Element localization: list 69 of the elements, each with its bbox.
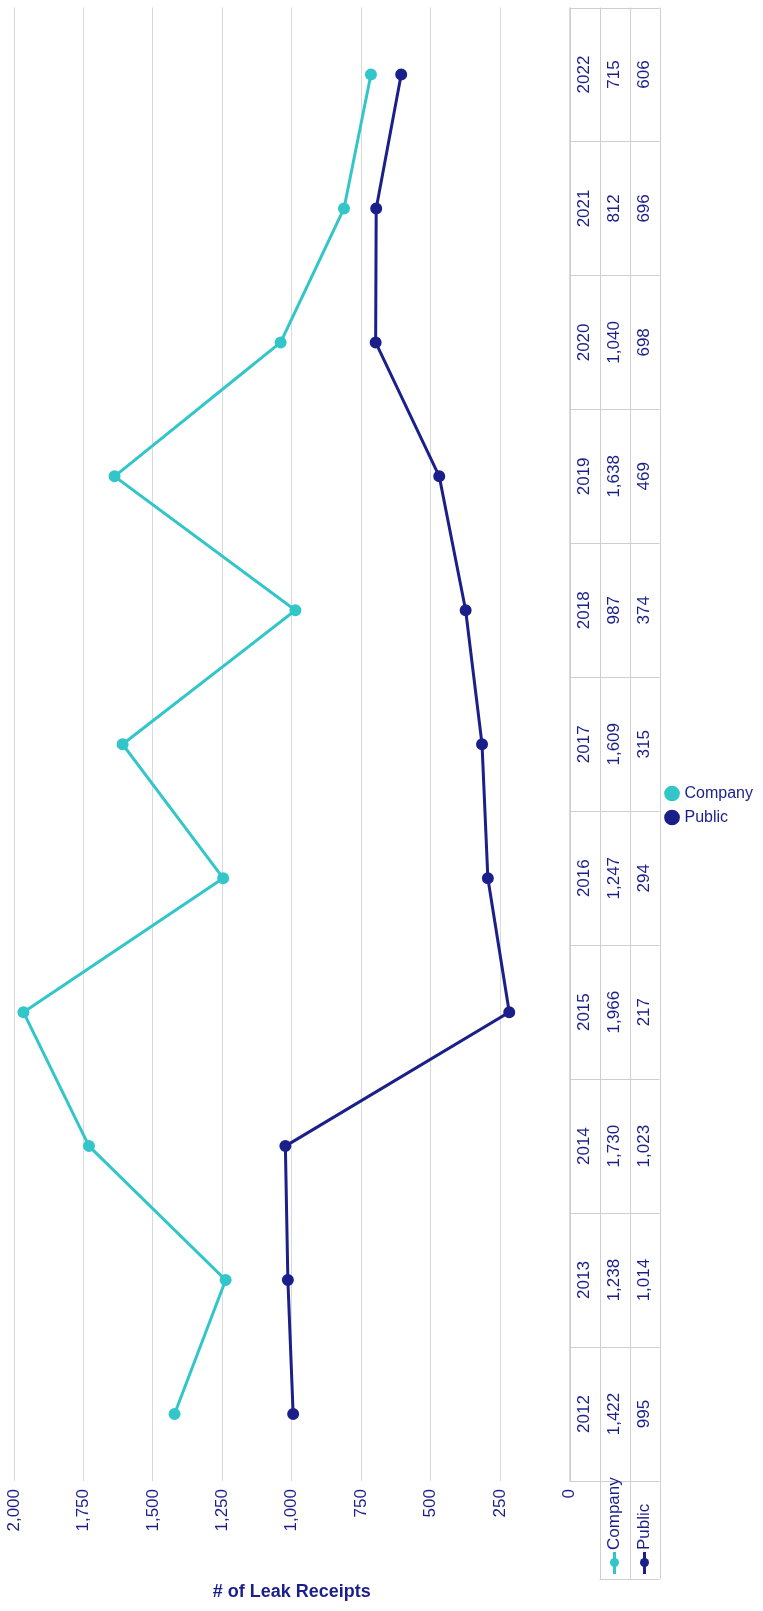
y-tick-label: 2017 xyxy=(574,725,594,764)
text: Public xyxy=(634,1503,654,1550)
point xyxy=(289,604,302,617)
point xyxy=(287,1408,300,1421)
data-label: 1,730 xyxy=(604,1124,624,1168)
point xyxy=(168,1408,181,1421)
point xyxy=(370,202,383,215)
data-label: 995 xyxy=(634,1399,654,1429)
point xyxy=(217,872,230,885)
data-label: 1,609 xyxy=(604,722,624,766)
data-label: 1,014 xyxy=(634,1258,654,1302)
data-label: 1,023 xyxy=(634,1124,654,1168)
point xyxy=(364,68,377,81)
data-label: 698 xyxy=(634,328,654,357)
y-tick-label: 2014 xyxy=(574,1127,594,1166)
legend-label: Company xyxy=(684,783,754,801)
point xyxy=(274,336,287,349)
point xyxy=(108,470,121,483)
data-label: 696 xyxy=(634,194,654,223)
x-tick-label: 500 xyxy=(420,1489,440,1518)
x-axis-title: # of Leak Receipts xyxy=(212,1581,371,1602)
y-tick-label: 2022 xyxy=(574,55,594,94)
y-tick-label: 2019 xyxy=(574,457,594,496)
data-label: 374 xyxy=(634,596,654,625)
data-label: 1,638 xyxy=(604,455,624,498)
data-label: 606 xyxy=(634,60,654,89)
data-label: 715 xyxy=(604,60,624,89)
point xyxy=(337,202,350,215)
data-label: 1,422 xyxy=(604,1392,624,1436)
point xyxy=(503,1006,516,1019)
y-tick-label: 2013 xyxy=(574,1261,594,1299)
data-label: 469 xyxy=(634,462,654,491)
y-tick-label: 2015 xyxy=(574,993,594,1032)
data-label: 1,040 xyxy=(604,321,624,364)
point xyxy=(433,470,446,483)
y-tick-label: 2018 xyxy=(574,591,594,630)
point xyxy=(395,68,408,81)
y-tick-label: 2012 xyxy=(574,1395,594,1433)
x-tick-label: 250 xyxy=(489,1489,509,1518)
point xyxy=(481,872,494,885)
point xyxy=(116,738,129,751)
point xyxy=(476,738,489,751)
point xyxy=(83,1140,95,1153)
data-label: 294 xyxy=(634,864,654,893)
data-label: 315 xyxy=(634,730,654,759)
y-tick-label: 2020 xyxy=(574,323,594,362)
data-label: 1,247 xyxy=(604,856,624,900)
point xyxy=(219,1274,232,1287)
point xyxy=(369,336,382,349)
x-tick-label: 1,500 xyxy=(142,1489,162,1532)
data-label: 987 xyxy=(604,596,624,625)
y-tick-label: 2016 xyxy=(574,859,594,898)
x-tick-label: 1,000 xyxy=(281,1489,301,1532)
x-tick-label: 1,250 xyxy=(212,1489,232,1532)
point xyxy=(281,1274,294,1287)
data-label: 1,966 xyxy=(604,990,624,1034)
legend-label: Public xyxy=(684,807,729,825)
text: Company xyxy=(604,1477,624,1550)
point xyxy=(17,1006,30,1019)
point xyxy=(459,604,472,617)
data-label: 1,238 xyxy=(604,1258,624,1302)
x-tick-label: 2,000 xyxy=(3,1489,23,1532)
x-tick-label: 750 xyxy=(350,1489,370,1518)
y-tick-label: 2021 xyxy=(574,189,594,228)
data-label: 217 xyxy=(634,997,654,1027)
data-label: 812 xyxy=(604,194,624,223)
point xyxy=(279,1140,292,1153)
x-tick-label: 0 xyxy=(559,1489,579,1499)
x-tick-label: 1,750 xyxy=(73,1489,93,1532)
